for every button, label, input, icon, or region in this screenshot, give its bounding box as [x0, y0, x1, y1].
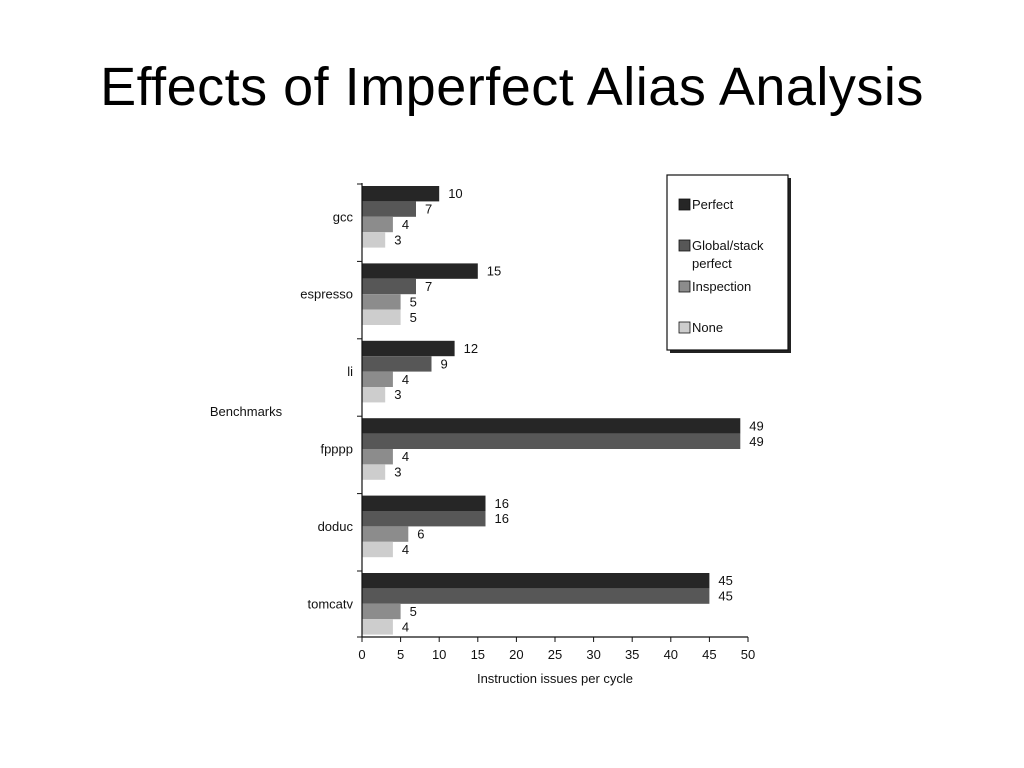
legend-label: None — [692, 320, 723, 335]
value-label: 16 — [495, 496, 509, 511]
legend-label: Global/stack perfect — [692, 238, 764, 271]
value-label: 10 — [448, 186, 462, 201]
legend-swatch — [678, 280, 691, 293]
x-tick-label: 50 — [741, 647, 755, 662]
bar-fpppp-global-stack-perfect — [362, 433, 741, 449]
value-label: 6 — [417, 527, 424, 542]
value-label: 9 — [441, 356, 448, 371]
x-tick-label: 45 — [702, 647, 716, 662]
value-label: 3 — [394, 232, 401, 247]
bar-fpppp-none — [362, 464, 386, 480]
bar-tomcatv-perfect — [362, 573, 710, 589]
bar-doduc-perfect — [362, 495, 486, 511]
bar-tomcatv-global-stack-perfect — [362, 588, 710, 604]
bar-espresso-perfect — [362, 263, 478, 279]
x-tick-label: 30 — [586, 647, 600, 662]
bar-doduc-global-stack-perfect — [362, 511, 486, 527]
category-label: li — [347, 364, 353, 379]
x-tick-label: 10 — [432, 647, 446, 662]
value-label: 4 — [402, 217, 409, 232]
value-label: 5 — [410, 294, 417, 309]
category-label: tomcatv — [307, 596, 353, 611]
bar-doduc-inspection — [362, 526, 409, 542]
value-label: 45 — [718, 573, 732, 588]
bar-tomcatv-inspection — [362, 603, 401, 620]
bar-fpppp-perfect — [362, 418, 741, 434]
value-label: 16 — [495, 511, 509, 526]
x-tick-label: 40 — [664, 647, 678, 662]
x-tick-label: 5 — [397, 647, 404, 662]
x-tick-label: 25 — [548, 647, 562, 662]
legend-label: Inspection — [692, 279, 751, 294]
legend-label: Perfect — [692, 197, 734, 212]
bars-layer — [362, 186, 741, 635]
axes-layer: gcc espresso li fpppp doduc tomcatv 0 5 10 15 20 25… — [300, 183, 755, 662]
bar-gcc-none — [362, 232, 386, 248]
value-label: 49 — [749, 434, 763, 449]
bar-li-perfect — [362, 340, 455, 357]
x-tick-label: 15 — [471, 647, 485, 662]
category-label: espresso — [300, 287, 353, 302]
value-label: 4 — [402, 449, 409, 464]
x-tick-label: 0 — [358, 647, 365, 662]
value-label: 4 — [402, 619, 409, 634]
value-label: 45 — [718, 589, 732, 604]
legend-swatch — [678, 321, 691, 334]
x-axis-title: Instruction issues per cycle — [477, 671, 633, 686]
value-label: 4 — [402, 372, 409, 387]
value-label: 4 — [402, 542, 409, 557]
value-label: 12 — [464, 341, 478, 356]
legend-swatch — [678, 198, 691, 211]
bar-gcc-perfect — [362, 186, 440, 202]
legend-swatch — [678, 239, 691, 252]
bar-gcc-inspection — [362, 216, 393, 233]
bar-doduc-none — [362, 541, 393, 558]
category-label: gcc — [333, 209, 354, 224]
x-tick-label: 35 — [625, 647, 639, 662]
bar-li-global-stack-perfect — [362, 356, 432, 372]
bar-espresso-global-stack-perfect — [362, 278, 416, 295]
category-label: doduc — [318, 519, 354, 534]
legend: Perfect Global/stack perfect Inspection None — [666, 174, 791, 353]
x-tick-label: 20 — [509, 647, 523, 662]
category-label: fpppp — [320, 442, 353, 457]
value-label: 3 — [394, 465, 401, 480]
slide-title: Effects of Imperfect Alias Analysis — [100, 57, 924, 117]
bar-tomcatv-none — [362, 619, 393, 635]
bar-gcc-global-stack-perfect — [362, 201, 416, 217]
bar-li-none — [362, 387, 386, 403]
bar-espresso-inspection — [362, 294, 401, 310]
bar-espresso-none — [362, 309, 401, 325]
value-label: 7 — [425, 202, 432, 217]
value-label: 5 — [410, 310, 417, 325]
value-label: 3 — [394, 387, 401, 402]
bar-li-inspection — [362, 371, 393, 387]
value-label: 49 — [749, 418, 763, 433]
bar-fpppp-inspection — [362, 449, 393, 465]
value-label: 5 — [410, 604, 417, 619]
value-label: 7 — [425, 279, 432, 294]
y-axis-title: Benchmarks — [210, 404, 283, 419]
value-label: 15 — [487, 264, 501, 279]
